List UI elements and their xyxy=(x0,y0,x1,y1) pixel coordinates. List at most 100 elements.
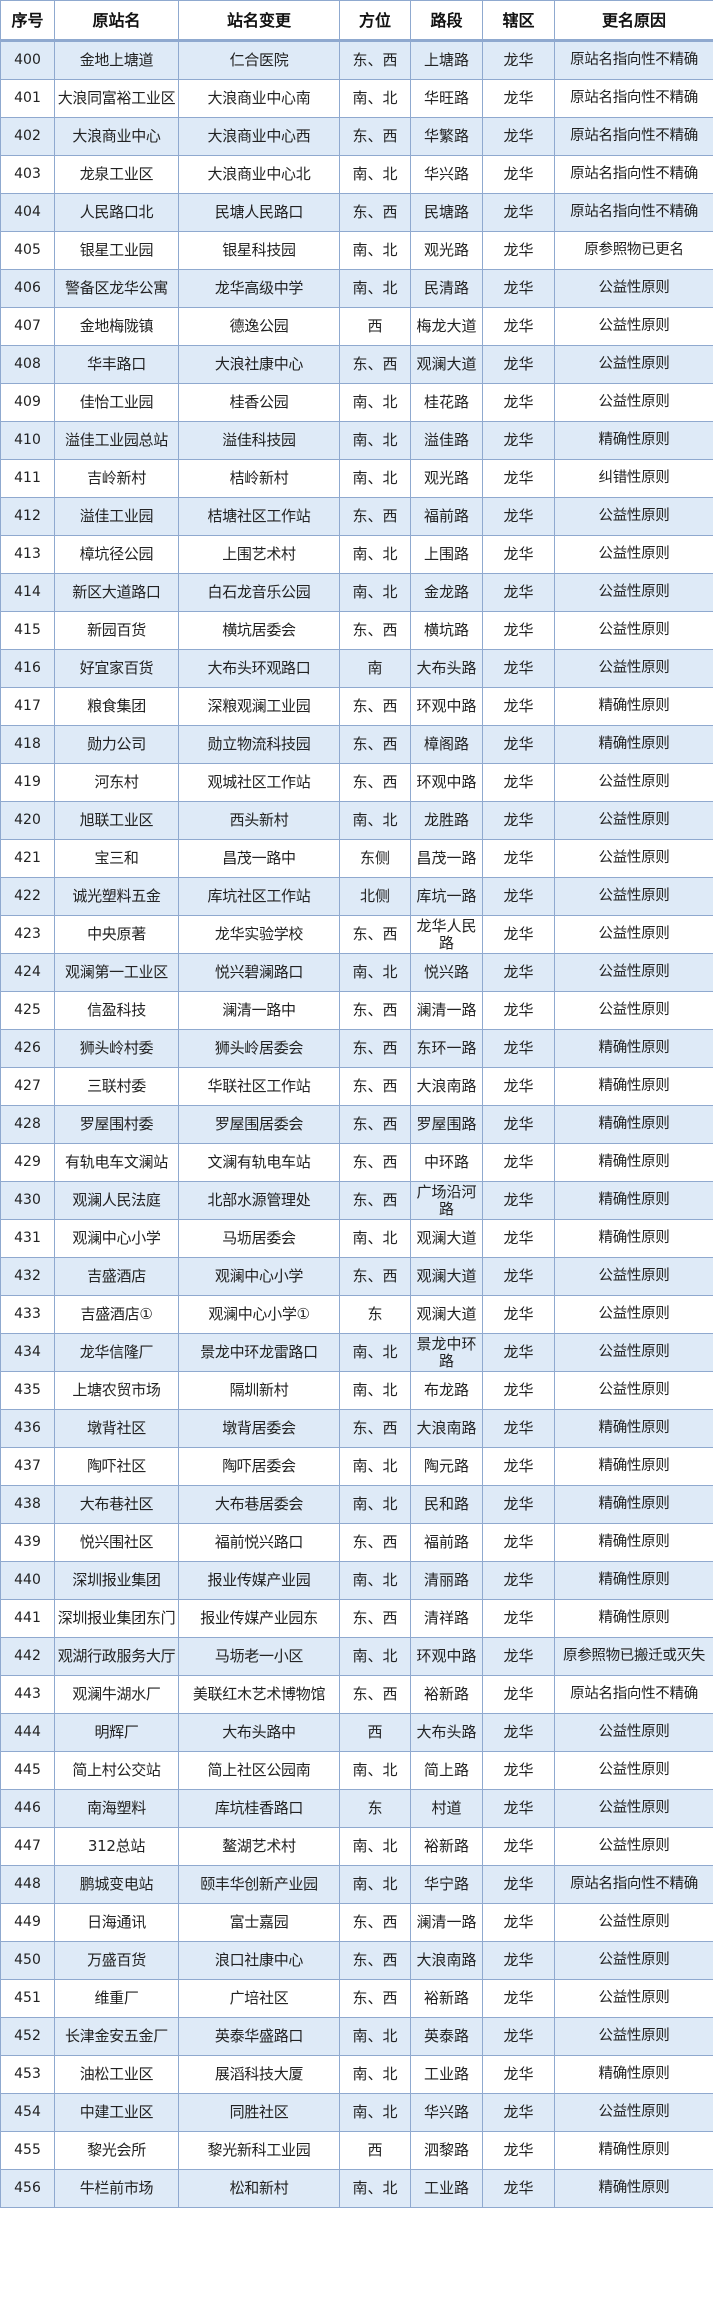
cell-district: 龙华 xyxy=(482,307,555,346)
cell-new-name: 颐丰华创新产业园 xyxy=(178,1865,340,1904)
cell-index: 402 xyxy=(0,117,55,156)
cell-road: 福前路 xyxy=(410,1523,483,1562)
table-row: 409 佳怡工业园 桂香公园 南、北 桂花路 龙华 公益性原则 xyxy=(0,383,713,422)
table-row: 431 观澜中心小学 马坜居委会 南、北 观澜大道 龙华 精确性原则 xyxy=(0,1219,713,1258)
table-row: 405 银星工业园 银星科技园 南、北 观光路 龙华 原参照物已更名 xyxy=(0,231,713,270)
cell-direction: 东、西 xyxy=(339,117,411,156)
cell-direction: 西 xyxy=(339,2131,411,2170)
cell-original-name: 中央原著 xyxy=(54,915,179,954)
cell-index: 440 xyxy=(0,1561,55,1600)
cell-road: 昌茂一路 xyxy=(410,839,483,878)
cell-original-name: 罗屋围村委 xyxy=(54,1105,179,1144)
table-row: 452 长津金安五金厂 英泰华盛路口 南、北 英泰路 龙华 公益性原则 xyxy=(0,2017,713,2056)
table-header-row: 序号 原站名 站名变更 方位 路段 辖区 更名原因 xyxy=(0,0,713,42)
table-row: 401 大浪同富裕工业区 大浪商业中心南 南、北 华旺路 龙华 原站名指向性不精确 xyxy=(0,79,713,118)
cell-reason: 精确性原则 xyxy=(554,2131,713,2170)
cell-road: 裕新路 xyxy=(410,1979,483,2018)
cell-original-name: 龙华信隆厂 xyxy=(54,1333,179,1372)
cell-direction: 东、西 xyxy=(339,1029,411,1068)
cell-new-name: 大浪商业中心北 xyxy=(178,155,340,194)
table-row: 400 金地上塘道 仁合医院 东、西 上塘路 龙华 原站名指向性不精确 xyxy=(0,40,713,80)
cell-district: 龙华 xyxy=(482,2017,555,2056)
table-row: 450 万盛百货 浪口社康中心 东、西 大浪南路 龙华 公益性原则 xyxy=(0,1941,713,1980)
cell-new-name: 桔塘社区工作站 xyxy=(178,497,340,536)
cell-reason: 公益性原则 xyxy=(554,383,713,422)
table-row: 430 观澜人民法庭 北部水源管理处 东、西 广场沿河路 龙华 精确性原则 xyxy=(0,1181,713,1220)
table-row: 403 龙泉工业区 大浪商业中心北 南、北 华兴路 龙华 原站名指向性不精确 xyxy=(0,155,713,194)
cell-index: 443 xyxy=(0,1675,55,1714)
cell-original-name: 深圳报业集团 xyxy=(54,1561,179,1600)
cell-direction: 南、北 xyxy=(339,2169,411,2208)
cell-index: 414 xyxy=(0,573,55,612)
cell-road: 观光路 xyxy=(410,459,483,498)
cell-original-name: 警备区龙华公寓 xyxy=(54,269,179,308)
cell-new-name: 横坑居委会 xyxy=(178,611,340,650)
cell-direction: 南、北 xyxy=(339,2017,411,2056)
table-row: 432 吉盛酒店 观澜中心小学 东、西 观澜大道 龙华 公益性原则 xyxy=(0,1257,713,1296)
cell-district: 龙华 xyxy=(482,155,555,194)
cell-index: 435 xyxy=(0,1371,55,1410)
cell-original-name: 华丰路口 xyxy=(54,345,179,384)
cell-road: 工业路 xyxy=(410,2169,483,2208)
table-row: 416 好宜家百货 大布头环观路口南大布头路 龙华 公益性原则 xyxy=(0,649,713,688)
cell-road: 中环路 xyxy=(410,1143,483,1182)
cell-district: 龙华 xyxy=(482,877,555,916)
cell-road: 村道 xyxy=(410,1789,483,1828)
cell-district: 龙华 xyxy=(482,1067,555,1106)
cell-direction: 南、北 xyxy=(339,231,411,270)
cell-new-name: 大浪社康中心 xyxy=(178,345,340,384)
cell-index: 439 xyxy=(0,1523,55,1562)
cell-original-name: 日海通讯 xyxy=(54,1903,179,1942)
cell-road: 陶元路 xyxy=(410,1447,483,1486)
table-row: 453 油松工业区 展滔科技大厦 南、北 工业路 龙华 精确性原则 xyxy=(0,2055,713,2094)
cell-index: 401 xyxy=(0,79,55,118)
cell-direction: 东、西 xyxy=(339,1067,411,1106)
table-row: 427 三联村委 华联社区工作站 东、西 大浪南路 龙华 精确性原则 xyxy=(0,1067,713,1106)
cell-original-name: 长津金安五金厂 xyxy=(54,2017,179,2056)
header-direction: 方位 xyxy=(339,0,411,42)
cell-reason: 公益性原则 xyxy=(554,1827,713,1866)
cell-direction: 东、西 xyxy=(339,1105,411,1144)
cell-district: 龙华 xyxy=(482,117,555,156)
cell-road: 龙胜路 xyxy=(410,801,483,840)
cell-direction: 南、北 xyxy=(339,79,411,118)
cell-original-name: 银星工业园 xyxy=(54,231,179,270)
cell-direction: 南、北 xyxy=(339,1219,411,1258)
cell-reason: 精确性原则 xyxy=(554,1143,713,1182)
table-row: 448 鹏城变电站 颐丰华创新产业园 南、北 华宁路 龙华 原站名指向性不精确 xyxy=(0,1865,713,1904)
table-row: 440 深圳报业集团 报业传媒产业园 南、北 清丽路 龙华 精确性原则 xyxy=(0,1561,713,1600)
cell-new-name: 广培社区 xyxy=(178,1979,340,2018)
cell-new-name: 隔圳新村 xyxy=(178,1371,340,1410)
cell-district: 龙华 xyxy=(482,1751,555,1790)
cell-original-name: 人民路口北 xyxy=(54,193,179,232)
cell-original-name: 吉岭新村 xyxy=(54,459,179,498)
cell-district: 龙华 xyxy=(482,573,555,612)
table-row: 423 中央原著 龙华实验学校 东、西 龙华人民路 龙华 公益性原则 xyxy=(0,915,713,954)
cell-new-name: 龙华实验学校 xyxy=(178,915,340,954)
cell-reason: 原站名指向性不精确 xyxy=(554,40,713,80)
header-original-name: 原站名 xyxy=(54,0,179,42)
cell-new-name: 报业传媒产业园东 xyxy=(178,1599,340,1638)
table-row: 412 溢佳工业园 桔塘社区工作站 东、西 福前路 龙华 公益性原则 xyxy=(0,497,713,536)
cell-index: 409 xyxy=(0,383,55,422)
cell-road: 大浪南路 xyxy=(410,1941,483,1980)
cell-district: 龙华 xyxy=(482,1181,555,1220)
cell-original-name: 金地上塘道 xyxy=(54,40,179,80)
cell-direction: 南、北 xyxy=(339,1561,411,1600)
table-row: 435 上塘农贸市场 隔圳新村 南、北 布龙路 龙华 公益性原则 xyxy=(0,1371,713,1410)
cell-new-name: 北部水源管理处 xyxy=(178,1181,340,1220)
cell-original-name: 简上村公交站 xyxy=(54,1751,179,1790)
cell-direction: 东、西 xyxy=(339,991,411,1030)
cell-reason: 公益性原则 xyxy=(554,1295,713,1334)
cell-index: 418 xyxy=(0,725,55,764)
cell-index: 450 xyxy=(0,1941,55,1980)
cell-original-name: 观澜人民法庭 xyxy=(54,1181,179,1220)
cell-district: 龙华 xyxy=(482,2093,555,2132)
table-row: 429 有轨电车文澜站 文澜有轨电车站 东、西 中环路 龙华 精确性原则 xyxy=(0,1143,713,1182)
cell-index: 400 xyxy=(0,40,55,80)
cell-district: 龙华 xyxy=(482,991,555,1030)
cell-index: 419 xyxy=(0,763,55,802)
cell-reason: 纠错性原则 xyxy=(554,459,713,498)
cell-road: 清丽路 xyxy=(410,1561,483,1600)
cell-direction: 东、西 xyxy=(339,193,411,232)
